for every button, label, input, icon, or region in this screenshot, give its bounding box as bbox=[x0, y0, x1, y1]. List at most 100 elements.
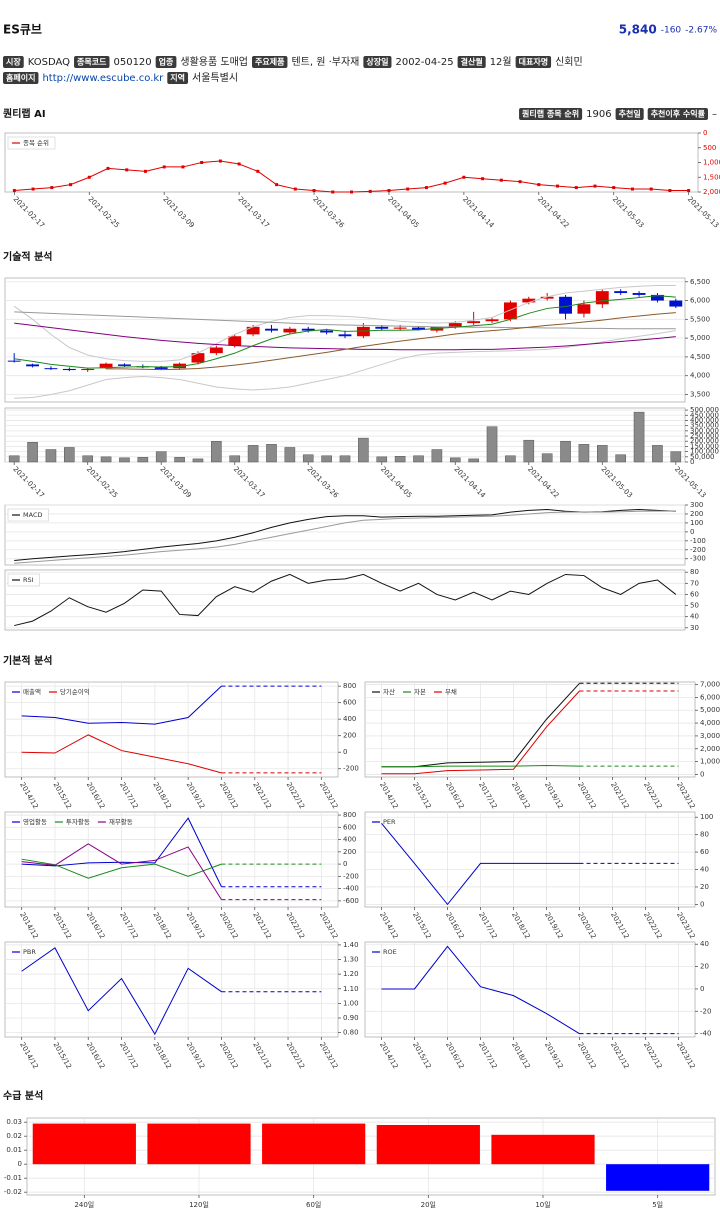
series-line bbox=[14, 573, 677, 627]
info-value: 2002-04-25 bbox=[395, 57, 453, 68]
candle-body bbox=[632, 293, 646, 295]
point-marker bbox=[218, 159, 222, 163]
x-tick-label: 2021-03-26 bbox=[311, 195, 346, 230]
bar bbox=[339, 455, 351, 463]
y-tick-label: 3,500 bbox=[690, 390, 710, 398]
section-title: 기술적 분석 bbox=[3, 250, 52, 263]
y-tick-label: 450,000 bbox=[690, 411, 719, 419]
series-line bbox=[381, 690, 580, 775]
legend-label: 영업활동 bbox=[23, 817, 47, 826]
point-marker bbox=[69, 183, 73, 187]
x-tick-label: 2021/12 bbox=[609, 781, 630, 810]
y-tick-label: 400,000 bbox=[690, 416, 719, 424]
x-tick-label: 2020/12 bbox=[576, 911, 597, 940]
x-tick-label: 2015/12 bbox=[51, 1041, 72, 1070]
legend-label: 자산 bbox=[383, 687, 395, 696]
x-tick-label: 2014/12 bbox=[378, 781, 399, 810]
legend-label: 투자활동 bbox=[66, 817, 90, 826]
stock-title: ES큐브 bbox=[3, 23, 42, 37]
bar bbox=[615, 454, 626, 463]
x-tick-label: 2023/12 bbox=[675, 781, 696, 810]
x-tick-label: 2016/12 bbox=[85, 911, 106, 940]
x-tick-label: 2019/12 bbox=[185, 911, 206, 940]
legend-box bbox=[7, 508, 49, 522]
y-tick-label: -200 bbox=[690, 546, 706, 554]
x-tick-label: 2021/12 bbox=[251, 781, 272, 810]
x-tick-label: 120일 bbox=[189, 1200, 209, 1209]
y-tick-label: 0.03 bbox=[6, 1118, 22, 1126]
series-line bbox=[14, 508, 676, 562]
point-marker bbox=[424, 186, 428, 190]
series-line bbox=[21, 817, 222, 887]
x-tick-label: 2022/12 bbox=[285, 911, 306, 940]
plot-area bbox=[4, 569, 686, 631]
x-tick-label: 10일 bbox=[535, 1200, 550, 1209]
info-label: 업종 bbox=[159, 57, 174, 67]
info-value: KOSDAQ bbox=[28, 57, 70, 68]
section-title: 퀀티랩 AI bbox=[3, 107, 46, 120]
y-tick-label: 250,000 bbox=[690, 432, 719, 440]
bar bbox=[431, 449, 443, 463]
point-marker bbox=[556, 184, 560, 188]
series-line bbox=[14, 295, 676, 369]
bar bbox=[27, 442, 38, 463]
x-tick-label: 2019/12 bbox=[543, 1041, 564, 1070]
y-tick-label: 0.02 bbox=[6, 1132, 22, 1140]
series-line bbox=[381, 945, 580, 1035]
x-tick-label: 2019/12 bbox=[543, 781, 564, 810]
x-tick-label: 2022/12 bbox=[642, 1041, 663, 1070]
x-tick-label: 2021/12 bbox=[609, 1041, 630, 1070]
info-value: 생활용품 도매업 bbox=[180, 55, 248, 68]
y-tick-label: 0 bbox=[343, 860, 347, 868]
x-tick-label: 2017/12 bbox=[477, 1041, 498, 1070]
x-tick-label: 60일 bbox=[306, 1200, 321, 1209]
y-tick-label: 200 bbox=[343, 848, 356, 856]
plot-area bbox=[4, 681, 339, 778]
candle-body bbox=[320, 330, 334, 333]
candle-body bbox=[356, 326, 370, 337]
x-tick-label: 2019/12 bbox=[543, 911, 564, 940]
bar bbox=[155, 451, 167, 463]
point-marker bbox=[537, 183, 541, 187]
homepage-link[interactable]: http://www.escube.co.kr bbox=[42, 73, 164, 84]
point-marker bbox=[106, 166, 110, 170]
bar bbox=[376, 456, 388, 463]
y-tick-label: 50,000 bbox=[690, 453, 715, 461]
point-marker bbox=[612, 186, 616, 190]
bar bbox=[192, 458, 204, 463]
y-tick-label: 0 bbox=[700, 900, 704, 908]
series-line bbox=[14, 330, 676, 399]
candle-body bbox=[118, 364, 131, 366]
x-tick-label: 2015/12 bbox=[411, 781, 432, 810]
badge bbox=[74, 56, 110, 68]
series-line bbox=[21, 734, 222, 774]
x-tick-label: 2015/12 bbox=[411, 1041, 432, 1070]
x-tick-label: 2023/12 bbox=[318, 1041, 339, 1070]
badge bbox=[3, 56, 24, 68]
legend-label: RSI bbox=[23, 576, 34, 584]
info-value: 050120 bbox=[113, 57, 151, 68]
x-tick-label: 2015/12 bbox=[51, 781, 72, 810]
x-tick-label: 2018/12 bbox=[151, 1041, 172, 1070]
plot-area bbox=[364, 681, 696, 778]
legend-label: 자본 bbox=[414, 687, 426, 696]
y-tick-label: 0 bbox=[690, 528, 694, 536]
y-tick-label: 800 bbox=[343, 811, 356, 819]
y-tick-label: 60 bbox=[700, 848, 709, 856]
point-marker bbox=[668, 189, 672, 193]
point-marker bbox=[125, 168, 129, 172]
candle-body bbox=[81, 368, 95, 371]
point-marker bbox=[574, 186, 578, 190]
x-tick-label: 2018/12 bbox=[510, 1041, 531, 1070]
y-tick-label: -300 bbox=[690, 555, 706, 563]
y-tick-label: 1.20 bbox=[343, 970, 359, 978]
bar bbox=[45, 449, 57, 463]
y-tick-label: 7,000 bbox=[700, 681, 720, 689]
y-tick-label: 40 bbox=[690, 613, 699, 621]
y-tick-label: 300,000 bbox=[690, 427, 719, 435]
rank-value: 1906 bbox=[586, 109, 611, 120]
x-tick-label: 2020/12 bbox=[576, 781, 597, 810]
plot-area bbox=[364, 941, 696, 1038]
candle-body bbox=[99, 363, 113, 369]
y-tick-label: 100,000 bbox=[690, 448, 719, 456]
